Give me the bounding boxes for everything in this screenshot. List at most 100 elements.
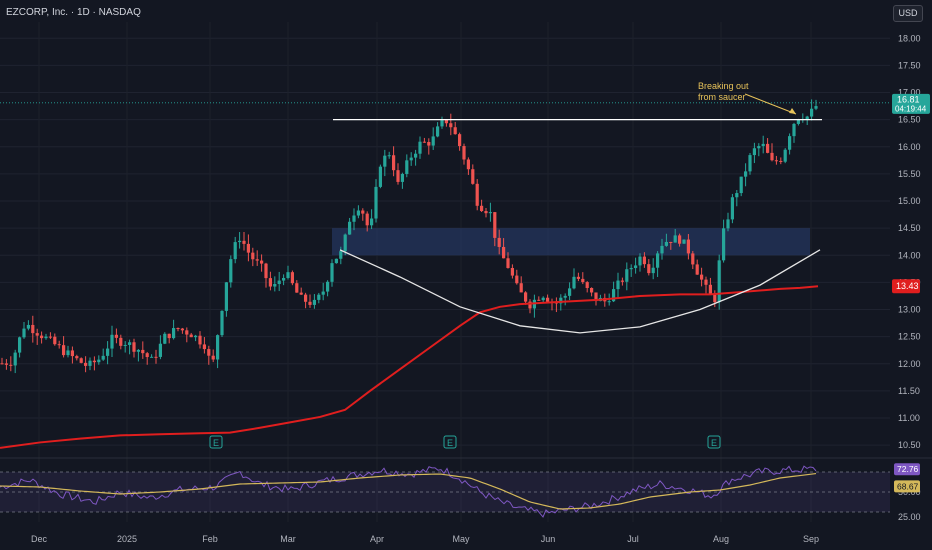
candle-body: [35, 333, 39, 336]
candle-body: [330, 263, 334, 282]
time-tick-label: May: [452, 534, 470, 544]
candle-body: [286, 272, 290, 278]
candle-body: [277, 280, 281, 285]
sma-price-value: 13.43: [896, 281, 919, 291]
candle-body: [739, 176, 743, 194]
candle-body: [594, 292, 598, 302]
candle-body: [9, 364, 13, 366]
candle-body: [255, 259, 259, 261]
candle-body: [616, 280, 620, 290]
candle-body: [673, 235, 677, 243]
candle-body: [541, 297, 545, 301]
price-grid: [0, 22, 932, 522]
candle-body: [220, 310, 224, 336]
candle-body: [53, 336, 57, 345]
candle-body: [233, 242, 237, 260]
candle-body: [766, 143, 770, 153]
candle-body: [788, 136, 792, 150]
candle-body: [26, 324, 30, 329]
earnings-marker-label: E: [447, 438, 453, 448]
candle-body: [62, 345, 66, 356]
candle-body: [317, 294, 321, 300]
candle-body: [744, 171, 748, 177]
candle-body: [700, 274, 704, 280]
currency-button[interactable]: USD: [893, 5, 923, 22]
candle-body: [312, 299, 316, 305]
candle-body: [506, 258, 510, 268]
candle-body: [176, 328, 180, 330]
candle-body: [343, 234, 347, 252]
candle-body: [119, 337, 123, 346]
candle-body: [97, 359, 101, 363]
candle-body: [814, 106, 818, 109]
candle-body: [392, 155, 396, 171]
candle-body: [642, 256, 646, 265]
candle-body: [339, 251, 343, 259]
candle-body: [660, 245, 664, 254]
candle-body: [185, 330, 189, 335]
annotation-arrowhead: [789, 108, 796, 114]
candle-body: [348, 221, 352, 235]
support-zone: [332, 228, 810, 256]
candle-body: [229, 259, 233, 283]
candle-body: [106, 348, 110, 356]
candle-body: [370, 218, 374, 226]
candle-body: [708, 284, 712, 294]
candle-body: [418, 141, 422, 154]
time-tick-label: Jul: [627, 534, 639, 544]
rsi-ma-value-tag: [894, 480, 920, 493]
sma-line: [0, 285, 819, 449]
candle-body: [770, 152, 774, 161]
candle-body: [792, 123, 796, 137]
annotation-text-line2: from saucer: [698, 92, 746, 102]
candle-body: [202, 344, 206, 350]
candle-body: [172, 328, 176, 339]
candle-body: [581, 278, 585, 283]
time-tick-label: 2025: [117, 534, 137, 544]
candle-body: [163, 333, 167, 344]
candle-body: [651, 267, 655, 274]
candle-body: [475, 183, 479, 206]
candle-body: [326, 281, 330, 292]
candle-body: [0, 363, 4, 365]
time-tick-label: Mar: [280, 534, 296, 544]
time-tick-label: Sep: [803, 534, 819, 544]
candle-body: [431, 136, 435, 146]
candle-body: [502, 246, 506, 259]
candle-body: [57, 344, 61, 346]
earnings-marker: [707, 435, 721, 449]
candle-body: [717, 260, 721, 303]
price-tick-label: 14.50: [898, 223, 921, 233]
rsi-value: 72.76: [897, 464, 919, 474]
candle-body: [304, 294, 308, 302]
candle-body: [484, 211, 488, 214]
candle-body: [361, 210, 365, 214]
candle-body: [568, 288, 572, 296]
candle-body: [634, 265, 638, 269]
time-tick-label: Aug: [713, 534, 729, 544]
candle-body: [629, 268, 633, 270]
candle-body: [158, 343, 162, 357]
candle-body: [664, 241, 668, 246]
price-tick-label: 17.00: [898, 88, 921, 98]
candle-body: [466, 159, 470, 170]
candle-body: [752, 148, 756, 156]
price-tick-label: 10.50: [898, 440, 921, 450]
candle-body: [590, 287, 594, 293]
candle-body: [251, 252, 255, 260]
earnings-marker: [209, 435, 223, 449]
candle-body: [748, 155, 752, 172]
candle-body: [92, 360, 96, 363]
candle-body: [405, 160, 409, 174]
candle-body: [356, 210, 360, 216]
candle-body: [757, 146, 761, 149]
candle-body: [488, 212, 492, 214]
candle-body: [519, 283, 523, 293]
rsi-ma-line: [0, 472, 817, 510]
price-tick-label: 12.50: [898, 332, 921, 342]
candle-body: [563, 295, 567, 298]
candle-body: [101, 355, 105, 360]
candle-body: [383, 155, 387, 167]
